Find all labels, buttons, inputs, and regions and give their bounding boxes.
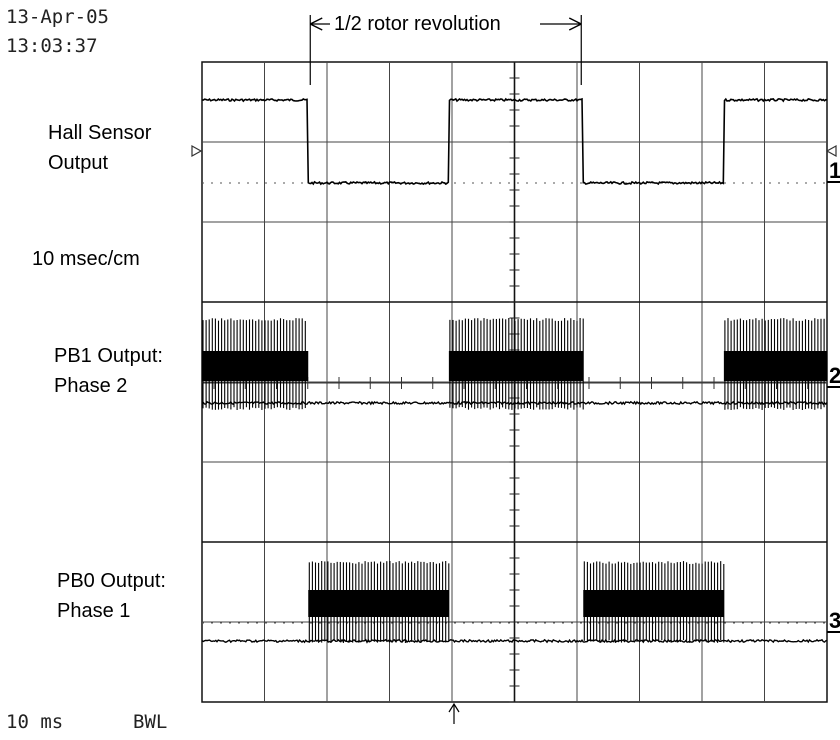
trigger-level-right-icon: [825, 144, 837, 158]
channel-1-trace: [201, 97, 828, 186]
date-readout: 13-Apr-05: [6, 6, 109, 28]
pwm-burst-band: [723, 351, 827, 381]
channel-2-trace: [201, 318, 828, 410]
channel-3-number: 3: [829, 608, 840, 633]
arrowhead-left-icon: [309, 17, 323, 31]
time-readout: 13:03:37: [6, 35, 98, 57]
period-annotation-label: 1/2 rotor revolution: [334, 13, 501, 35]
pwm-burst: [202, 318, 309, 410]
channel-3-label-line-2: Phase 1: [57, 600, 131, 622]
channel-3-trace: [201, 561, 828, 644]
pwm-idle-waveform: [201, 638, 828, 644]
trigger-level-left-icon: [191, 144, 203, 158]
channel-2-number: 2: [829, 363, 840, 388]
channel-2-label: PB1 Output: Phase 2: [54, 341, 163, 401]
channel-3-label-line-1: PB0 Output:: [57, 570, 166, 592]
hall-sensor-waveform: [201, 97, 828, 186]
channel-1-label-line-2: Output: [48, 152, 109, 174]
pwm-burst-band: [583, 590, 724, 617]
channel-3-label: PB0 Output: Phase 1: [57, 566, 166, 626]
traces: [201, 97, 828, 644]
bandwidth-limit-readout: BWL: [133, 711, 168, 733]
pwm-burst: [583, 561, 725, 643]
pwm-burst-band: [308, 590, 449, 617]
overlay-markers: 1 2 3: [309, 15, 840, 724]
channel-1-label-line-1: Hall Sensor: [48, 122, 152, 144]
graticule: [191, 61, 837, 703]
channel-1-label: Hall Sensor Output: [48, 118, 151, 178]
timebase-label: 10 msec/cm: [32, 248, 140, 270]
pwm-burst: [448, 318, 584, 410]
pwm-burst: [723, 318, 827, 410]
pwm-burst: [308, 561, 450, 643]
channel-2-label-line-1: PB1 Output:: [54, 345, 163, 367]
channel-2-label-line-2: Phase 2: [54, 375, 128, 397]
trigger-up-arrow-icon: [448, 702, 460, 713]
arrowhead-right-icon: [568, 17, 582, 31]
timebase-readout: 10 ms: [6, 711, 64, 733]
pwm-burst-band: [202, 351, 309, 381]
channel-1-number: 1: [829, 158, 840, 183]
